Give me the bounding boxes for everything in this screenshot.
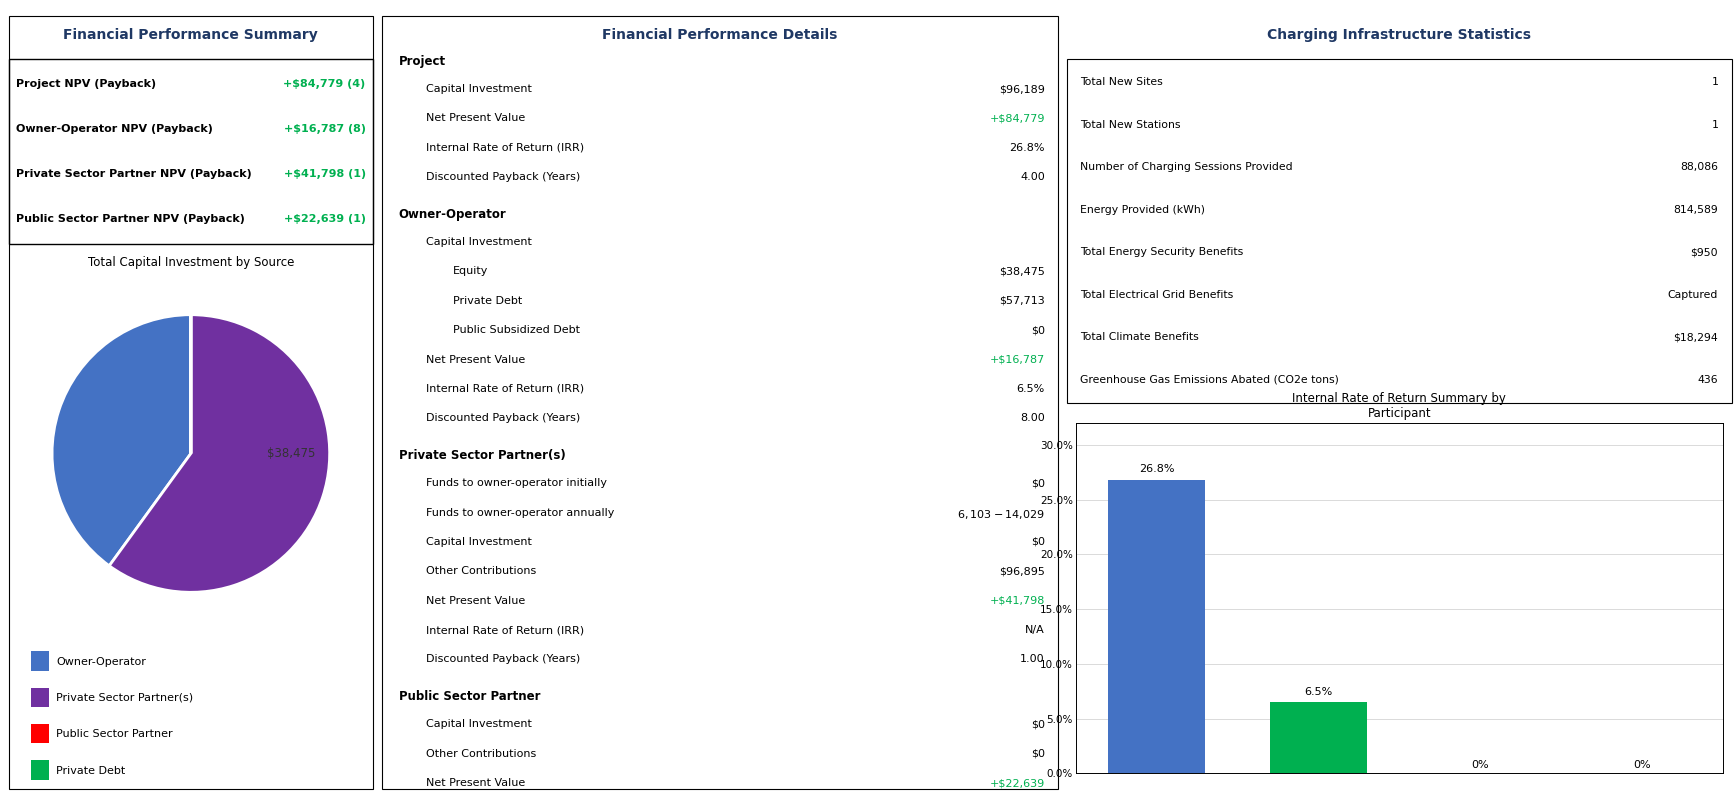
Text: 436: 436 [1697,374,1718,385]
Text: +$84,779 (4): +$84,779 (4) [283,79,366,89]
Text: Net Present Value: Net Present Value [425,114,526,123]
Title: Internal Rate of Return Summary by
Participant: Internal Rate of Return Summary by Parti… [1293,392,1506,420]
Text: Total Capital Investment by Source: Total Capital Investment by Source [88,256,293,269]
Bar [9,59,373,244]
Text: Private Sector Partner(s): Private Sector Partner(s) [399,449,566,462]
Text: Discounted Payback (Years): Discounted Payback (Years) [425,413,579,423]
Text: 1: 1 [1711,77,1718,87]
Text: $0: $0 [1031,537,1044,547]
Text: 0%: 0% [1471,760,1489,770]
Text: +$41,798: +$41,798 [989,596,1044,605]
Text: $96,895: $96,895 [999,567,1044,576]
Wedge shape [109,315,330,592]
Text: Private Debt: Private Debt [56,766,125,775]
Text: 8.00: 8.00 [1020,413,1044,423]
Text: Public Sector Partner: Public Sector Partner [56,729,174,739]
Text: 6.5%: 6.5% [1017,384,1044,394]
Text: $6,103 - $14,029: $6,103 - $14,029 [958,508,1044,521]
Text: Private Debt: Private Debt [453,296,522,306]
Text: Total New Sites: Total New Sites [1081,77,1162,87]
Text: Total Energy Security Benefits: Total Energy Security Benefits [1081,247,1244,257]
Text: +$16,787 (8): +$16,787 (8) [285,124,366,134]
Text: Financial Performance Details: Financial Performance Details [602,27,838,42]
Text: +$22,639 (1): +$22,639 (1) [285,213,366,224]
Bar [31,761,49,780]
Text: 26.8%: 26.8% [1010,142,1044,153]
Text: 4.00: 4.00 [1020,172,1044,182]
Text: $96,189: $96,189 [999,84,1044,94]
Text: Owner-Operator: Owner-Operator [56,657,146,667]
Text: $57,713: $57,713 [999,296,1044,306]
Bar [1270,702,1367,774]
Text: Discounted Payback (Years): Discounted Payback (Years) [425,172,579,182]
Text: Internal Rate of Return (IRR): Internal Rate of Return (IRR) [425,384,583,394]
Text: $0: $0 [1031,720,1044,729]
Text: Internal Rate of Return (IRR): Internal Rate of Return (IRR) [425,142,583,153]
Text: Public Sector Partner NPV (Payback): Public Sector Partner NPV (Payback) [16,213,245,224]
Text: Other Contributions: Other Contributions [425,749,536,759]
Text: Funds to owner-operator annually: Funds to owner-operator annually [425,508,614,518]
Text: 814,589: 814,589 [1674,204,1718,215]
Text: Owner-Operator: Owner-Operator [399,208,507,221]
Text: 1.00: 1.00 [1020,654,1044,664]
Text: Funds to owner-operator initially: Funds to owner-operator initially [425,478,607,489]
Text: Project NPV (Payback): Project NPV (Payback) [16,79,156,89]
Text: Private Sector Partner(s): Private Sector Partner(s) [56,693,193,703]
Text: Net Present Value: Net Present Value [425,354,526,365]
Text: Total New Stations: Total New Stations [1081,120,1182,130]
Text: Equity: Equity [453,266,488,276]
Text: +$22,639: +$22,639 [989,778,1044,788]
Text: 0%: 0% [1633,760,1650,770]
Text: +$16,787: +$16,787 [989,354,1044,365]
Text: Greenhouse Gas Emissions Abated (CO2e tons): Greenhouse Gas Emissions Abated (CO2e to… [1081,374,1339,385]
Text: Net Present Value: Net Present Value [425,778,526,788]
Text: Private Sector Partner NPV (Payback): Private Sector Partner NPV (Payback) [16,169,252,179]
Text: 26.8%: 26.8% [1138,464,1175,474]
Text: Energy Provided (kWh): Energy Provided (kWh) [1081,204,1206,215]
Bar [31,724,49,744]
Bar [1109,480,1206,774]
Text: Charging Infrastructure Statistics: Charging Infrastructure Statistics [1267,27,1532,42]
Text: Owner-Operator NPV (Payback): Owner-Operator NPV (Payback) [16,124,213,134]
Text: Captured: Captured [1667,290,1718,299]
Text: Net Present Value: Net Present Value [425,596,526,605]
Text: Capital Investment: Capital Investment [425,537,531,547]
Text: Number of Charging Sessions Provided: Number of Charging Sessions Provided [1081,162,1293,172]
Wedge shape [52,315,191,566]
Text: Project: Project [399,55,446,68]
Text: $950: $950 [1690,247,1718,257]
Text: +$84,779: +$84,779 [989,114,1044,123]
Bar [1067,59,1732,403]
Text: $0: $0 [1031,325,1044,335]
Text: $38,475: $38,475 [999,266,1044,276]
Bar [31,651,49,671]
Text: $38,475: $38,475 [267,447,316,460]
Text: Total Electrical Grid Benefits: Total Electrical Grid Benefits [1081,290,1234,299]
Text: 6.5%: 6.5% [1305,687,1332,697]
Text: Total Climate Benefits: Total Climate Benefits [1081,332,1199,342]
Text: Capital Investment: Capital Investment [425,720,531,729]
Text: $18,294: $18,294 [1674,332,1718,342]
Text: +$41,798 (1): +$41,798 (1) [283,169,366,179]
Bar [31,687,49,707]
Text: Capital Investment: Capital Investment [425,84,531,94]
Text: 88,086: 88,086 [1679,162,1718,172]
Text: $0: $0 [1031,478,1044,489]
Text: N/A: N/A [1025,625,1044,635]
Text: Public Sector Partner: Public Sector Partner [399,690,540,703]
Text: $0: $0 [1031,749,1044,759]
Text: Internal Rate of Return (IRR): Internal Rate of Return (IRR) [425,625,583,635]
Text: Financial Performance Summary: Financial Performance Summary [64,27,318,42]
Text: Discounted Payback (Years): Discounted Payback (Years) [425,654,579,664]
Text: Other Contributions: Other Contributions [425,567,536,576]
Text: 1: 1 [1711,120,1718,130]
Text: Capital Investment: Capital Investment [425,237,531,247]
Text: Public Subsidized Debt: Public Subsidized Debt [453,325,579,335]
